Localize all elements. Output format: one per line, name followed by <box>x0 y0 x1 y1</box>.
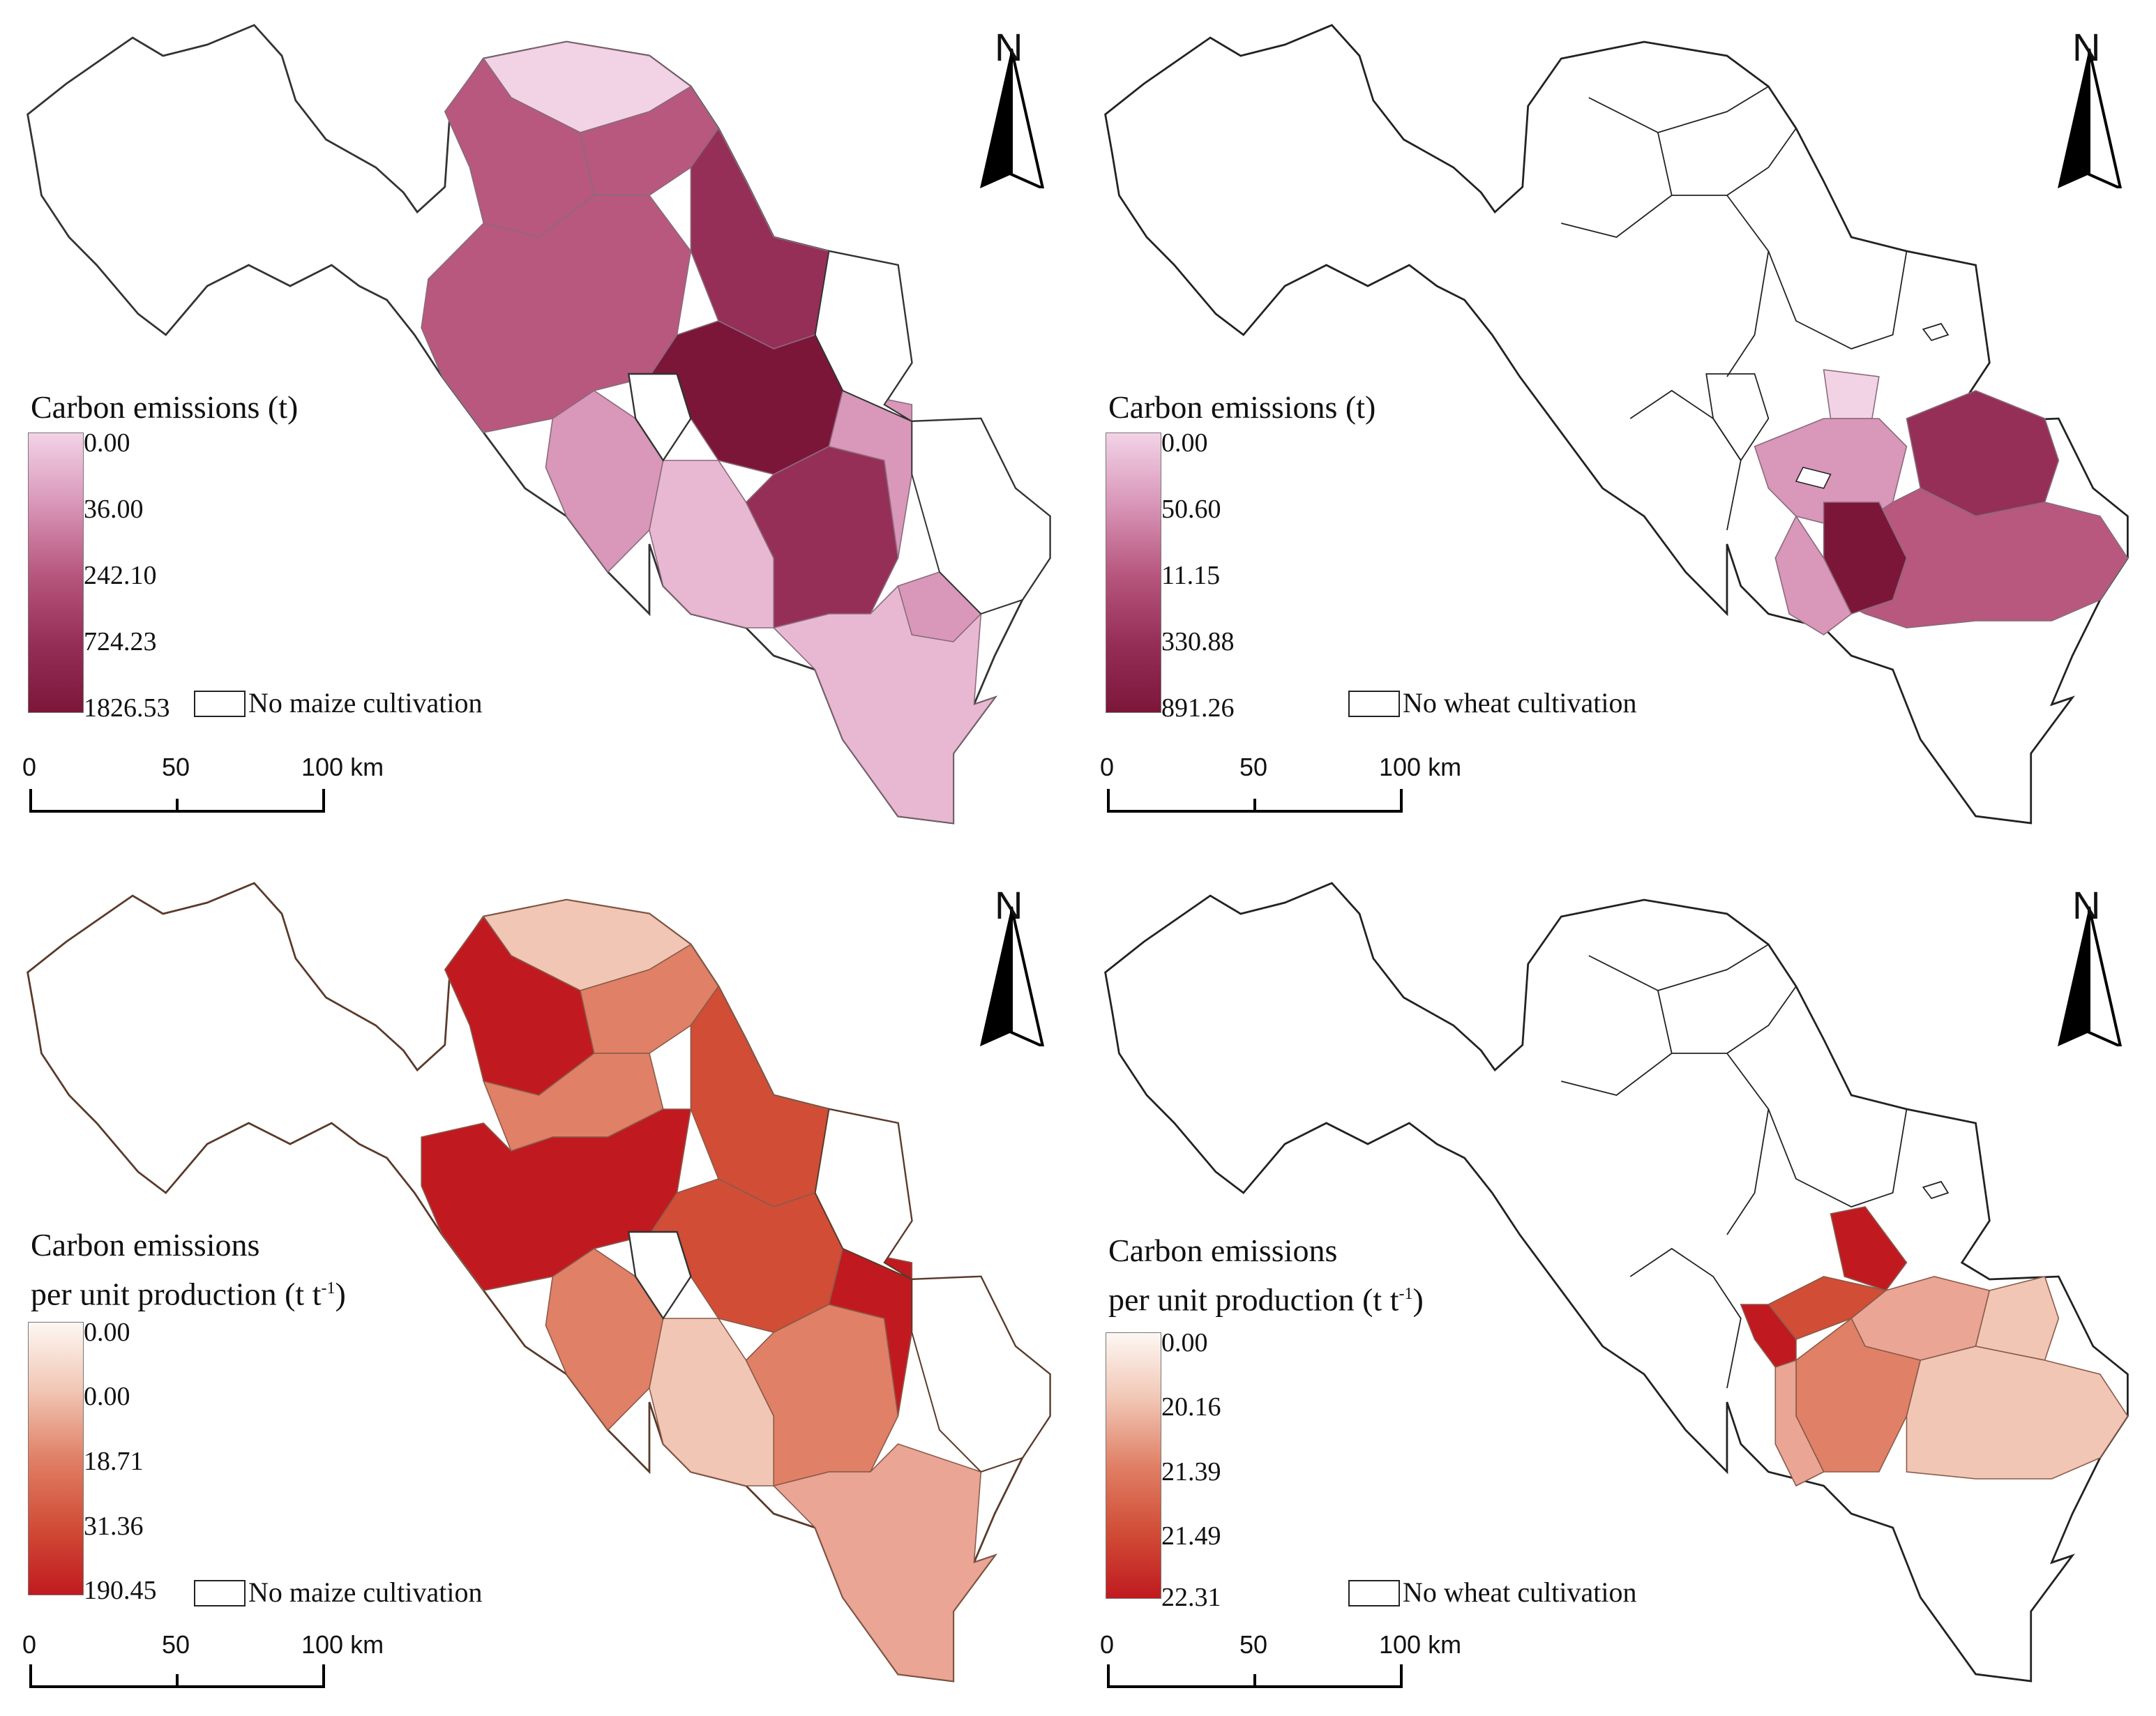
legend-class-2: 0.00 <box>84 1382 130 1411</box>
scale-label-0: 0 <box>1100 753 1115 781</box>
scale-label-50: 50 <box>162 753 190 781</box>
no-data-label: No maize cultivation <box>248 687 483 718</box>
legend-class-4: 330.88 <box>1161 627 1235 656</box>
scale-label-100km: 100 km <box>1379 753 1462 781</box>
scale-label-100km: 100 km <box>301 753 384 781</box>
legend-class-3: 18.71 <box>84 1447 144 1476</box>
legend-class-4: 21.49 <box>1161 1521 1221 1551</box>
legend-class-4: 724.23 <box>84 627 157 656</box>
panel-wheat-total-emissions: N Carbon emissions (t) 0.00 50.60 11.15 … <box>1078 0 2155 858</box>
legend-title-line2: per unit production (t t-1) <box>1108 1281 1424 1318</box>
scale-label-100km: 100 km <box>1379 1630 1462 1659</box>
legend-class-1: 0.00 <box>1161 428 1208 458</box>
map-maize-unit <box>27 882 1051 1683</box>
no-data-label: No wheat cultivation <box>1403 1576 1637 1608</box>
legend-class-1: 0.00 <box>84 428 130 458</box>
legend-title: Carbon emissions (t) <box>31 389 299 425</box>
no-data-label: No wheat cultivation <box>1403 687 1637 718</box>
scale-label-100km: 100 km <box>301 1630 384 1659</box>
map-wheat-unit <box>1104 882 2129 1683</box>
scale-bar <box>29 1664 325 1688</box>
legend-class-4: 31.36 <box>84 1512 144 1541</box>
map-maize-total <box>27 24 1051 825</box>
scale-bar <box>29 789 325 813</box>
no-data-swatch <box>194 1580 246 1606</box>
north-arrow-icon <box>2058 48 2123 188</box>
north-label: N <box>2072 25 2101 69</box>
north-arrow-icon <box>980 48 1045 188</box>
north-arrow-icon <box>2058 906 2123 1046</box>
legend-class-2: 36.00 <box>84 495 144 524</box>
legend-color-ramp <box>28 1322 84 1595</box>
legend-class-3: 11.15 <box>1161 561 1221 590</box>
panel-wheat-unit-emissions: N Carbon emissions per unit production (… <box>1078 858 2155 1716</box>
panel-maize-total-emissions: N Carbon emissions (t) 0.00 36.00 242.10… <box>0 0 1078 858</box>
legend-class-5: 891.26 <box>1161 693 1235 723</box>
scale-bar <box>1107 1664 1403 1688</box>
legend-color-ramp <box>28 432 84 713</box>
no-data-swatch <box>1348 1580 1400 1606</box>
no-data-swatch <box>1348 691 1400 717</box>
scale-label-0: 0 <box>1100 1630 1115 1659</box>
legend-title-line1: Carbon emissions <box>31 1227 260 1263</box>
legend-class-1: 0.00 <box>84 1318 130 1347</box>
legend-class-5: 22.31 <box>1161 1583 1221 1612</box>
legend-class-5: 1826.53 <box>84 693 170 723</box>
legend-class-3: 242.10 <box>84 561 157 590</box>
legend-class-2: 20.16 <box>1161 1392 1221 1422</box>
legend-class-1: 0.00 <box>1161 1328 1208 1357</box>
legend-class-5: 190.45 <box>84 1576 157 1605</box>
legend-title: Carbon emissions (t) <box>1108 389 1376 425</box>
legend-class-2: 50.60 <box>1161 495 1221 524</box>
legend-title-line2: per unit production (t t-1) <box>31 1276 346 1312</box>
panel-maize-unit-emissions: N Carbon emissions per unit production (… <box>0 858 1078 1716</box>
north-label: N <box>2072 883 2101 927</box>
scale-bar <box>1107 789 1403 813</box>
no-data-swatch <box>194 691 246 717</box>
scale-label-50: 50 <box>1239 1630 1268 1659</box>
legend-color-ramp <box>1106 432 1161 713</box>
no-data-label: No maize cultivation <box>248 1576 483 1608</box>
north-label: N <box>995 25 1023 69</box>
north-label: N <box>995 883 1023 927</box>
legend-title-line1: Carbon emissions <box>1108 1233 1338 1268</box>
legend-class-3: 21.39 <box>1161 1457 1221 1487</box>
scale-label-0: 0 <box>22 1630 37 1659</box>
scale-label-50: 50 <box>162 1630 190 1659</box>
north-arrow-icon <box>980 906 1045 1046</box>
legend-color-ramp <box>1106 1332 1161 1599</box>
scale-label-0: 0 <box>22 753 37 781</box>
map-wheat-total <box>1104 24 2129 825</box>
scale-label-50: 50 <box>1239 753 1268 781</box>
